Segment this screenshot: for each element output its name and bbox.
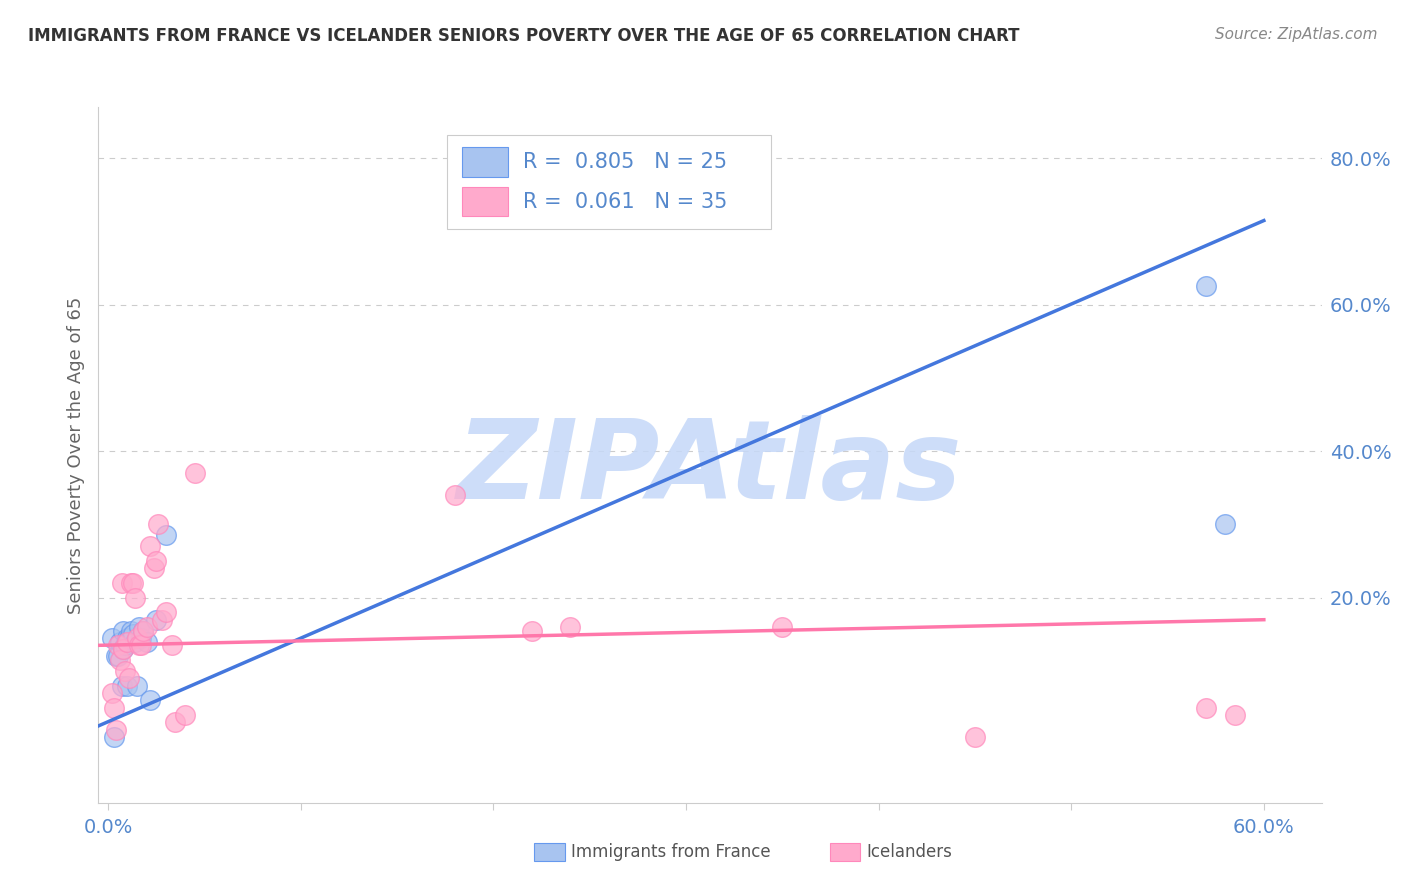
Point <box>443 488 465 502</box>
Point <box>174 707 197 722</box>
Point <box>104 723 127 737</box>
Point <box>107 638 129 652</box>
Point <box>963 730 986 744</box>
Point <box>146 517 169 532</box>
Text: Immigrants from France: Immigrants from France <box>571 843 770 861</box>
Point <box>1195 700 1218 714</box>
FancyBboxPatch shape <box>447 135 772 229</box>
Point <box>145 613 167 627</box>
Text: R =  0.805   N = 25: R = 0.805 N = 25 <box>523 152 727 172</box>
Point <box>139 540 162 554</box>
Point <box>139 693 162 707</box>
Point <box>101 686 124 700</box>
Point <box>132 624 155 638</box>
FancyBboxPatch shape <box>461 187 508 216</box>
Point <box>117 679 139 693</box>
Point <box>124 634 146 648</box>
Point <box>117 634 139 648</box>
Point <box>155 606 177 620</box>
Point <box>122 627 145 641</box>
Point <box>128 638 150 652</box>
Point <box>110 679 132 693</box>
Point <box>103 730 125 744</box>
Text: IMMIGRANTS FROM FRANCE VS ICELANDER SENIORS POVERTY OVER THE AGE OF 65 CORRELATI: IMMIGRANTS FROM FRANCE VS ICELANDER SENI… <box>28 27 1019 45</box>
Point <box>112 642 135 657</box>
Point <box>104 649 127 664</box>
Point <box>132 624 155 638</box>
Point <box>135 634 157 648</box>
Point <box>135 620 157 634</box>
Point <box>103 700 125 714</box>
Point <box>101 631 124 645</box>
Point <box>108 634 131 648</box>
Point <box>560 620 582 634</box>
Point <box>112 642 135 657</box>
Point <box>184 467 207 481</box>
Point <box>145 554 167 568</box>
Point <box>118 631 141 645</box>
Point <box>114 638 136 652</box>
Point <box>155 528 177 542</box>
Point <box>770 620 793 634</box>
Point <box>122 576 145 591</box>
Point <box>150 613 173 627</box>
Point <box>165 715 187 730</box>
Point <box>520 624 543 638</box>
Point <box>129 638 152 652</box>
Point <box>1223 707 1246 722</box>
Point <box>1195 279 1218 293</box>
Point <box>110 576 132 591</box>
Point <box>117 631 139 645</box>
Point <box>114 664 136 678</box>
Point <box>124 591 146 605</box>
Text: Icelanders: Icelanders <box>866 843 952 861</box>
Point <box>128 620 150 634</box>
Point <box>125 631 148 645</box>
Point <box>120 576 142 591</box>
Point <box>143 561 166 575</box>
Y-axis label: Seniors Poverty Over the Age of 65: Seniors Poverty Over the Age of 65 <box>66 296 84 614</box>
FancyBboxPatch shape <box>461 147 508 177</box>
Point <box>125 679 148 693</box>
Text: Source: ZipAtlas.com: Source: ZipAtlas.com <box>1215 27 1378 42</box>
Point <box>120 624 142 638</box>
Point <box>108 653 131 667</box>
Point <box>160 638 183 652</box>
Point <box>112 624 135 638</box>
Text: ZIPAtlas: ZIPAtlas <box>457 416 963 523</box>
Point <box>118 671 141 685</box>
Text: R =  0.061   N = 35: R = 0.061 N = 35 <box>523 192 727 211</box>
Point <box>107 649 129 664</box>
Point <box>129 631 152 645</box>
Point <box>1213 517 1236 532</box>
